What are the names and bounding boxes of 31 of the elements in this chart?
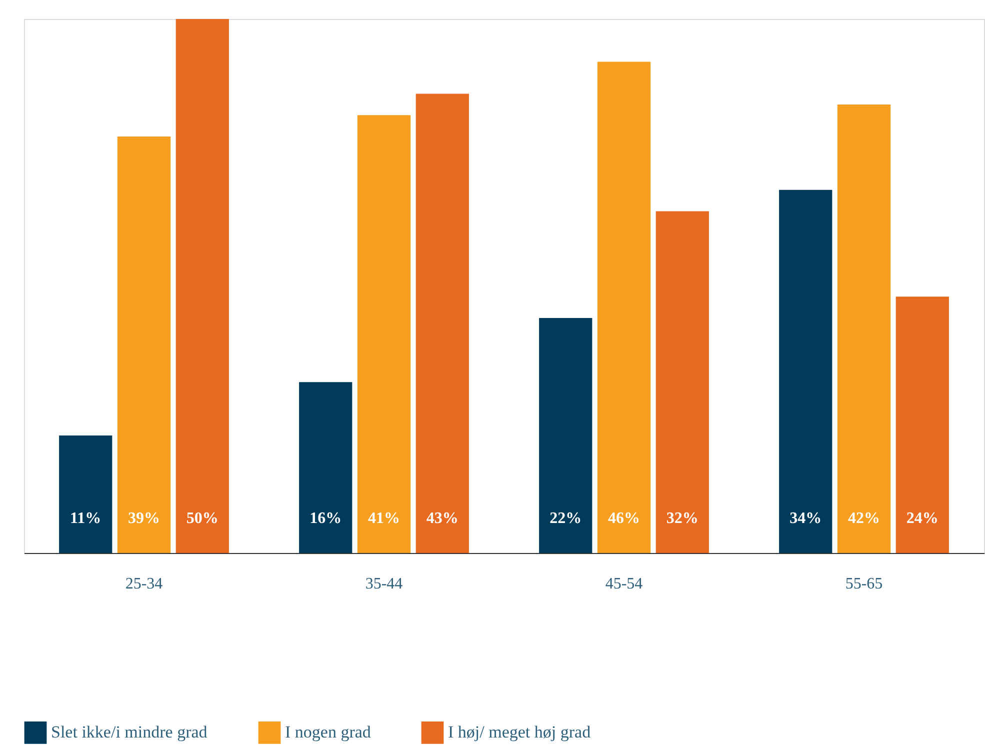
bar — [176, 19, 229, 553]
legend-label: I høj/ meget høj grad — [448, 722, 592, 742]
x-tick-label: 55-65 — [845, 576, 883, 592]
data-label: 22% — [550, 510, 582, 527]
data-label: 34% — [790, 510, 822, 527]
legend-label: I nogen grad — [285, 722, 372, 742]
data-label: 41% — [368, 510, 400, 527]
bar — [416, 94, 469, 553]
bar — [539, 318, 592, 553]
bar — [779, 190, 832, 553]
data-label: 42% — [848, 510, 880, 527]
bar — [837, 104, 891, 553]
bar — [597, 62, 651, 553]
data-label: 32% — [666, 510, 698, 527]
data-label: 11% — [70, 510, 102, 527]
bar — [59, 436, 112, 553]
data-label: 43% — [426, 510, 458, 527]
legend-label: Slet ikke/i mindre grad — [51, 722, 208, 742]
data-label: 24% — [906, 510, 938, 527]
data-label: 50% — [186, 510, 218, 527]
data-label: 16% — [310, 510, 342, 527]
x-tick-label: 35-44 — [365, 576, 403, 592]
data-label: 39% — [128, 510, 160, 527]
bar — [299, 382, 352, 553]
x-tick-label: 45-54 — [605, 576, 643, 592]
bar — [117, 136, 171, 553]
bar — [896, 296, 949, 553]
bar — [656, 211, 709, 553]
x-tick-label: 25-34 — [125, 576, 163, 592]
bar — [357, 115, 411, 553]
data-label: 46% — [608, 510, 640, 527]
